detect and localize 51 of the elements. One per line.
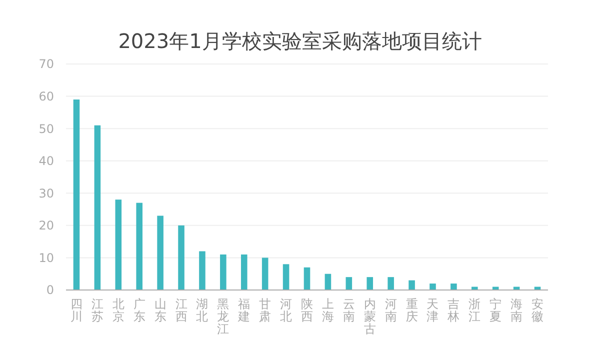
x-tick-label: 安徽: [532, 297, 544, 324]
x-tick-label: 宁夏: [490, 297, 502, 324]
bar: [408, 280, 415, 290]
x-tick-label: 北京: [112, 297, 124, 324]
y-tick-label: 10: [38, 250, 54, 265]
bar: [157, 216, 164, 290]
bar: [388, 277, 394, 290]
x-tick-label: 福建: [237, 297, 250, 324]
bar: [178, 225, 184, 290]
x-tick-label: 吉林: [446, 297, 460, 324]
bar: [282, 264, 290, 290]
bar: [304, 267, 310, 290]
bar: [324, 274, 332, 290]
bar: [136, 202, 142, 290]
y-tick-label: 70: [38, 57, 54, 72]
bar: [94, 125, 101, 290]
x-tick-label: 重庆: [406, 297, 418, 324]
chart-title: 2023年1月学校实验室采购落地项目统计: [118, 29, 482, 53]
x-tick-label: 甘肃: [259, 297, 272, 324]
bar: [262, 258, 268, 290]
x-tick-label: 天津: [426, 297, 439, 324]
x-tick-label: 海南: [510, 297, 523, 324]
y-tick-label: 20: [38, 218, 54, 233]
bar: [199, 251, 206, 290]
x-tick-label: 云南: [342, 297, 355, 324]
x-tick-label: 山东: [154, 297, 166, 324]
bar: [430, 284, 436, 290]
x-tick-label: 江西: [175, 297, 188, 324]
bar: [220, 254, 226, 290]
bar: [346, 277, 352, 290]
x-tick-label: 四川: [70, 297, 82, 324]
x-tick-label: 陕西: [301, 297, 313, 324]
x-tick-label: 内蒙古: [364, 297, 376, 336]
x-tick-label: 浙江: [468, 297, 481, 324]
x-tick-label: 河南: [384, 297, 397, 324]
x-tick-label: 江苏: [91, 297, 104, 324]
x-tick-label: 湖北: [196, 297, 208, 324]
bar: [240, 254, 248, 290]
x-tick-label: 广东: [133, 297, 146, 324]
x-tick-label: 黑龙江: [217, 297, 230, 336]
y-tick-label: 50: [38, 122, 54, 136]
bar: [450, 284, 457, 290]
bar: [73, 100, 80, 290]
y-tick-label: 40: [38, 154, 54, 168]
x-tick-label: 河北: [280, 297, 292, 324]
y-tick-label: 0: [46, 283, 54, 298]
y-tick-label: 60: [38, 89, 54, 104]
bar: [115, 200, 122, 290]
bar: [366, 277, 374, 290]
y-tick-label: 30: [38, 186, 54, 200]
x-tick-label: 上海: [322, 297, 334, 324]
